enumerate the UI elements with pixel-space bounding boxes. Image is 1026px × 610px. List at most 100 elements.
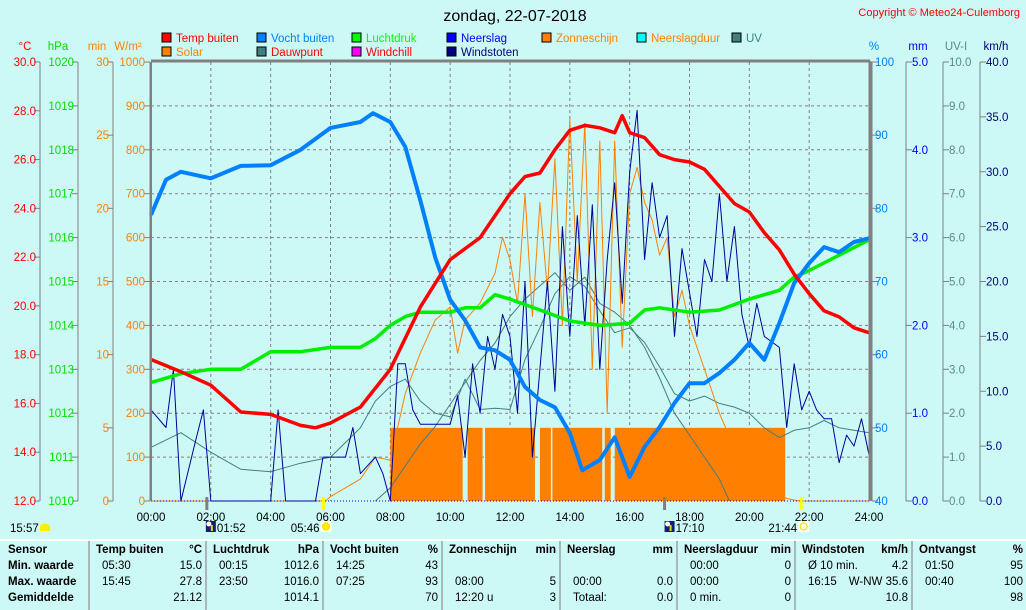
- table-cell: 12:20 u: [455, 592, 494, 604]
- table-cell: 0: [784, 560, 791, 572]
- y-tick-label: 28.0: [14, 106, 36, 118]
- legend-swatch: [161, 46, 172, 57]
- y-tick-label: 30: [96, 57, 109, 69]
- moonset-icon: [664, 521, 675, 532]
- y-tick-label: 20: [96, 203, 109, 215]
- table-cell: 0 min.: [690, 592, 722, 604]
- y-tick-label: 1018: [48, 145, 74, 157]
- legend-swatch: [731, 32, 742, 43]
- zonneschijn-bar: [604, 427, 611, 501]
- y-axes: °C 12.0 14.0 16.0 18.0 20.0 22.0 24.0 26.0 28.0 30…: [14, 41, 1009, 508]
- y-tick-label: 600: [126, 233, 145, 245]
- y-tick-label: 70: [875, 277, 888, 289]
- y-tick-label: 400: [126, 320, 145, 332]
- table-cell: 0: [784, 592, 791, 604]
- table-cell: 00:00: [690, 560, 719, 572]
- series-temp-buiten: [150, 113, 870, 430]
- y-tick-label: 1017: [48, 189, 74, 201]
- y-tick-label: 20.0: [14, 301, 36, 313]
- table-cell: 4.2: [892, 560, 908, 572]
- y-tick-label: 5.0: [912, 57, 928, 69]
- y-tick-label: 1015: [48, 277, 74, 289]
- zonneschijn-bar: [485, 427, 535, 501]
- legend-label: Windchill: [366, 47, 412, 59]
- x-tick-label: 10:00: [436, 512, 465, 524]
- legend: Temp buiten Solar Vocht buiten Dauwpunt Luch…: [161, 32, 762, 59]
- y-tick-label: 16.0: [14, 398, 36, 410]
- y-tick-label: 20.0: [986, 277, 1008, 289]
- y-tick-label: 0: [103, 496, 109, 508]
- y-tick-label: 1.0: [912, 408, 928, 420]
- y-tick-label: 0.0: [949, 496, 965, 508]
- series-uv: [375, 272, 730, 502]
- sun-moon-markers: 01:52 05:46 17:10 21:44 15:57: [10, 497, 810, 535]
- y-tick-label: 0: [139, 496, 145, 508]
- legend-swatch: [636, 32, 647, 43]
- y-tick-label: 35.0: [986, 112, 1008, 124]
- y-tick-label: 10.0: [949, 57, 971, 69]
- table-cell: 15:45: [102, 576, 131, 588]
- table-cell: Temp buiten: [96, 544, 164, 556]
- table-cell: Zonneschijn: [449, 544, 517, 556]
- y-tick-label: 60: [875, 350, 888, 362]
- x-tick-label: 12:00: [496, 512, 525, 524]
- zonneschijn-bar: [390, 427, 463, 501]
- table-cell: 16:15: [808, 576, 837, 588]
- y-tick-label: 100: [875, 57, 894, 69]
- series-dauwpunt: [150, 276, 870, 473]
- x-tick-label: 20:00: [735, 512, 764, 524]
- marker-time: 05:46: [291, 523, 320, 535]
- legend-swatch: [541, 32, 552, 43]
- x-tick-label: 08:00: [376, 512, 405, 524]
- marker-time: 21:44: [768, 523, 797, 535]
- y-tick-label: 800: [126, 145, 145, 157]
- daylight-duration: 15:57: [10, 523, 39, 535]
- series-solar: [151, 118, 869, 502]
- axis-unit-label: mm: [908, 41, 927, 53]
- table-cell: Luchtdruk: [213, 544, 270, 556]
- table-cell: 15.0: [179, 560, 202, 572]
- legend-swatch: [256, 32, 267, 43]
- y-tick-label: 900: [126, 101, 145, 113]
- table-cell: W-NW 35.6: [848, 576, 908, 588]
- table-cell: 70: [425, 592, 438, 604]
- plot-frame: [150, 59, 872, 501]
- table-cell: 00:00: [573, 576, 602, 588]
- y-tick-label: 9.0: [949, 101, 965, 113]
- y-tick-label: 30.0: [986, 167, 1008, 179]
- axis-unit-label: km/h: [984, 41, 1009, 53]
- table-cell: min: [770, 544, 791, 556]
- legend-swatch: [446, 46, 457, 57]
- legend-label: Zonneschijn: [556, 33, 618, 45]
- axis-unit-label: hPa: [48, 41, 69, 53]
- table-cell: 1014.1: [283, 592, 319, 604]
- y-tick-label: 40: [875, 496, 888, 508]
- daylight-icon: [40, 523, 50, 531]
- table-cell: 10.8: [885, 592, 908, 604]
- legend-swatch: [351, 32, 362, 43]
- series-luchtdruk: [150, 238, 870, 385]
- y-tick-label: 30.0: [14, 57, 36, 69]
- table-column: Neerslagduur min 00:00 0 00:00 0 0 min. 0: [676, 541, 796, 610]
- y-tick-label: 200: [126, 408, 145, 420]
- table-cell: Gemiddelde: [8, 592, 74, 604]
- table-cell: Neerslag: [567, 544, 616, 556]
- table-cell: 43: [425, 560, 438, 572]
- y-tick-label: 4.0: [912, 145, 928, 157]
- table-cell: mm: [652, 544, 673, 556]
- y-tick-label: 1019: [48, 101, 74, 113]
- table-cell: Windstoten: [802, 544, 865, 556]
- y-tick-label: 1012: [48, 408, 74, 420]
- table-cell: 00:40: [925, 576, 954, 588]
- y-tick-label: 8.0: [949, 145, 965, 157]
- table-cell: 05:30: [102, 560, 131, 572]
- table-cell: %: [427, 544, 438, 556]
- y-tick-label: 1010: [48, 496, 74, 508]
- table-cell: 1016.0: [283, 576, 319, 588]
- legend-label: Solar: [176, 47, 203, 59]
- series-windstoten: [150, 109, 870, 502]
- y-tick-label: 15.0: [986, 331, 1008, 343]
- table-cell: 27.8: [179, 576, 202, 588]
- table-cell: 08:00: [455, 576, 484, 588]
